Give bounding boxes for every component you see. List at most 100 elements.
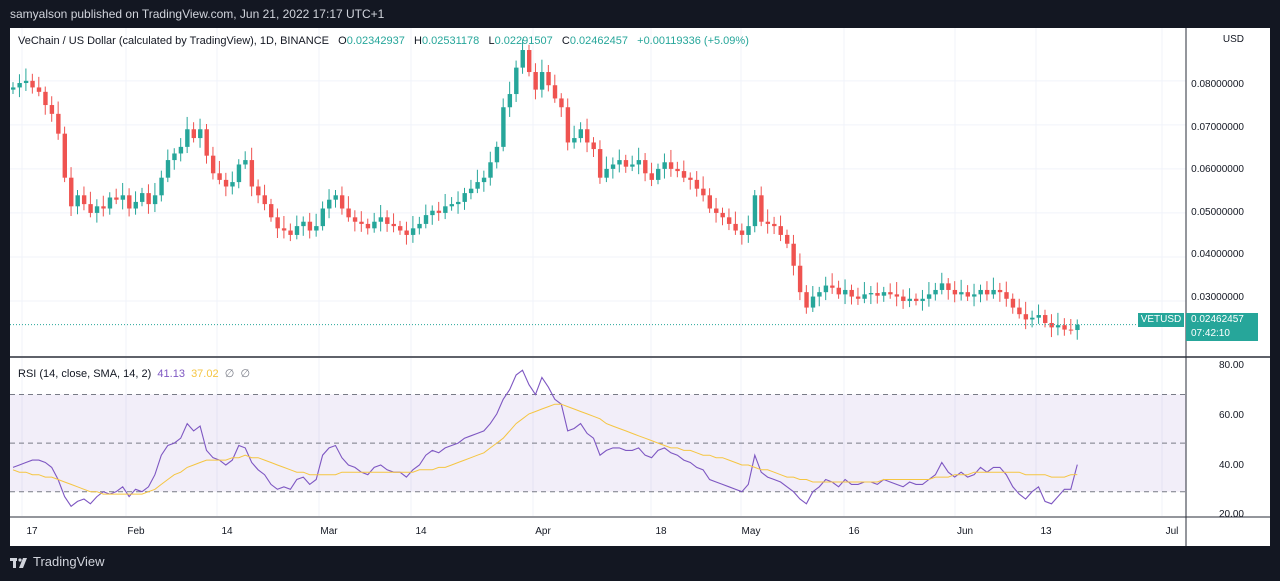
- candle-body: [352, 217, 358, 222]
- candle-body: [933, 289, 938, 295]
- candle-body: [327, 199, 332, 209]
- time-tick: 18: [655, 526, 667, 537]
- footer-brand[interactable]: TradingView: [10, 551, 105, 573]
- candle-body: [520, 50, 525, 68]
- candle-body: [146, 193, 151, 205]
- candle-body: [610, 164, 616, 169]
- candle-body: [172, 153, 177, 161]
- candle-body: [533, 72, 538, 90]
- candle-body: [275, 217, 280, 229]
- candle-body: [88, 204, 93, 213]
- candle-body: [914, 298, 919, 301]
- symbol-legend: VeChain / US Dollar (calculated by Tradi…: [18, 35, 749, 47]
- candle-body: [30, 80, 35, 88]
- time-tick: Jul: [1165, 526, 1179, 537]
- candle-body: [552, 85, 558, 99]
- candle-body: [443, 206, 448, 213]
- publisher-header: samyalson published on TradingView.com, …: [10, 7, 385, 21]
- rsi-band: [10, 393, 1186, 493]
- price-tick: 0.07000000: [1191, 122, 1244, 133]
- time-tick: Feb: [127, 526, 145, 537]
- low-label: L: [488, 35, 495, 47]
- candle-body: [1017, 307, 1022, 315]
- high-label: H: [414, 35, 422, 47]
- grid-lines: [10, 28, 1186, 516]
- candle-body: [281, 228, 287, 231]
- bar-countdown: 07:42:10: [1191, 328, 1230, 339]
- candle-body: [759, 195, 764, 222]
- candle-body: [62, 133, 67, 178]
- candle-body: [772, 223, 777, 227]
- candle-body: [565, 107, 571, 143]
- candle-body: [694, 179, 700, 189]
- candle-body: [185, 129, 190, 147]
- candle-body: [843, 289, 848, 295]
- candle-body: [475, 182, 480, 189]
- candle-body: [301, 221, 306, 227]
- candle-body: [249, 160, 255, 187]
- candle-body: [701, 188, 706, 196]
- candle-body: [720, 212, 725, 218]
- candle-body: [675, 168, 680, 172]
- candle-body: [1036, 315, 1041, 318]
- candle-body: [617, 160, 622, 165]
- candle-body: [726, 217, 732, 224]
- chart-frame: [10, 28, 1270, 546]
- chart-panel[interactable]: VeChain / US Dollar (calculated by Tradi…: [10, 28, 1270, 546]
- candle-body: [204, 129, 209, 156]
- rsi-tick: 80.00: [1218, 360, 1244, 371]
- candle-body: [385, 217, 390, 224]
- candle-body: [527, 50, 532, 73]
- candle-body: [623, 160, 629, 167]
- chart-canvas[interactable]: [10, 28, 1270, 546]
- candle-body: [320, 208, 325, 227]
- candle-body: [178, 146, 184, 154]
- candlestick-series: [10, 39, 1186, 340]
- close-label: C: [561, 35, 570, 47]
- candle-body: [36, 87, 42, 92]
- candle-body: [1049, 322, 1054, 328]
- candle-body: [152, 195, 158, 205]
- rsi-sma-value: 37.02: [191, 368, 219, 380]
- tradingview-logo-icon: [10, 557, 27, 568]
- candle-body: [339, 195, 345, 209]
- legend-title: VeChain / US Dollar (calculated by Tradi…: [18, 35, 329, 47]
- candle-body: [223, 179, 229, 187]
- candle-body: [559, 98, 564, 108]
- candle-body: [430, 210, 435, 216]
- candle-body: [288, 230, 293, 235]
- price-tick: 0.08000000: [1191, 79, 1244, 90]
- open-label: O: [338, 35, 347, 47]
- candle-body: [294, 226, 300, 235]
- price-tick: 0.04000000: [1191, 249, 1244, 260]
- candle-body: [1068, 329, 1074, 331]
- candle-body: [926, 294, 932, 299]
- candle-body: [797, 265, 803, 293]
- currency-label: USD: [1222, 34, 1244, 45]
- candle-body: [269, 204, 274, 218]
- candle-body: [875, 293, 880, 296]
- candle-body: [210, 155, 216, 174]
- candle-body: [978, 289, 983, 295]
- price-tick: 0.05000000: [1191, 207, 1244, 218]
- candle-body: [230, 182, 235, 187]
- candle-body: [127, 195, 132, 209]
- candle-body: [656, 168, 661, 180]
- candle-body: [972, 294, 977, 297]
- open-value: 0.02342937: [346, 35, 405, 47]
- candle-body: [314, 226, 319, 231]
- candle-body: [952, 289, 958, 295]
- candle-body: [881, 292, 887, 296]
- time-tick: 16: [848, 526, 860, 537]
- candle-body: [855, 296, 861, 299]
- candle-body: [256, 186, 261, 196]
- rsi-sma-line: [12, 403, 1078, 495]
- candle-body: [410, 228, 416, 235]
- candle-body: [739, 230, 745, 235]
- candle-body: [94, 206, 100, 213]
- candle-body: [668, 162, 674, 169]
- candle-body: [791, 243, 796, 266]
- candle-body: [1023, 314, 1029, 320]
- rsi-lines: [12, 369, 1078, 508]
- candle-body: [404, 230, 409, 235]
